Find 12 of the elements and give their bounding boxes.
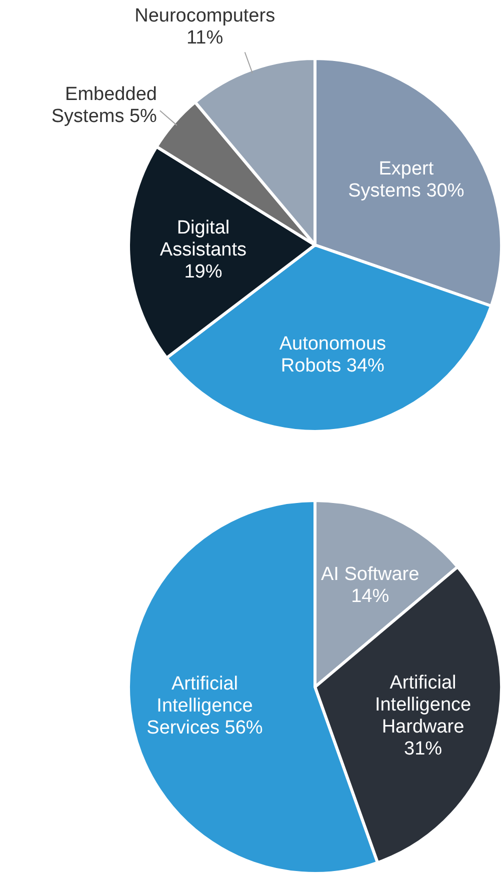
data-label: 11% (186, 27, 224, 48)
slice-label: Artificial Intelligence Hardware (374, 672, 472, 738)
slice-label: Neurocomputers (134, 5, 276, 26)
slice-label: Expert Systems 30% (348, 158, 464, 202)
slice-label: AI Software (320, 564, 420, 585)
data-label: 14% (351, 586, 390, 607)
data-label: 19% (184, 262, 222, 283)
slice-label: Digital Assistants (160, 218, 247, 261)
data-label: 31% (404, 738, 442, 760)
slice-label: Autonomous Robots 34% (279, 334, 386, 377)
slice-label: Embedded Systems 5% (51, 84, 158, 127)
slice-label: Artificial Intelligence Services 56% (146, 673, 263, 738)
